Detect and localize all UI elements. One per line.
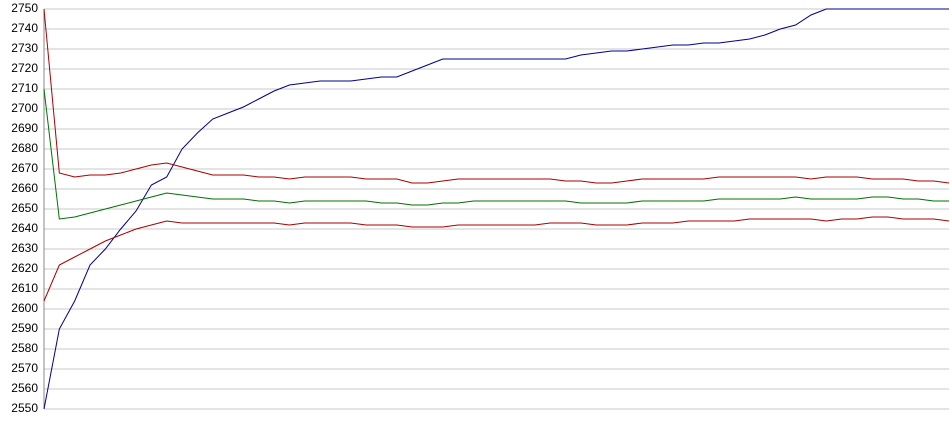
y-tick-label: 2660 xyxy=(11,181,38,195)
series-line xyxy=(43,8,949,410)
y-tick-label: 2600 xyxy=(11,301,38,315)
y-tick-label: 2690 xyxy=(11,121,38,135)
y-tick-label: 2640 xyxy=(11,221,38,235)
y-tick-label: 2670 xyxy=(11,161,38,175)
y-tick-label: 2610 xyxy=(11,281,38,295)
y-tick-label: 2700 xyxy=(11,101,38,115)
series-line xyxy=(43,216,950,302)
y-tick-label: 2560 xyxy=(11,381,38,395)
y-tick-label: 2650 xyxy=(11,201,38,215)
y-tick-label: 2570 xyxy=(11,361,38,375)
y-tick-label: 2680 xyxy=(11,141,38,155)
y-tick-label: 2740 xyxy=(11,21,38,35)
series-line xyxy=(43,88,949,220)
y-tick-label: 2580 xyxy=(11,341,38,355)
y-tick-label: 2710 xyxy=(11,81,38,95)
y-tick-label: 2720 xyxy=(11,61,38,75)
y-tick-label: 2750 xyxy=(11,1,38,15)
y-tick-label: 2550 xyxy=(11,401,38,415)
y-tick-label: 2620 xyxy=(11,261,38,275)
y-tick-label: 2730 xyxy=(11,41,38,55)
y-tick-label: 2630 xyxy=(11,241,38,255)
series-line xyxy=(43,8,950,184)
y-tick-label: 2590 xyxy=(11,321,38,335)
